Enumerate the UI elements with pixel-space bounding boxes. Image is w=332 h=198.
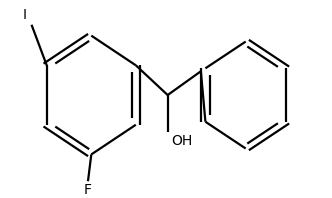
Text: I: I [23,8,27,22]
Text: F: F [84,183,92,197]
Text: OH: OH [171,134,192,148]
